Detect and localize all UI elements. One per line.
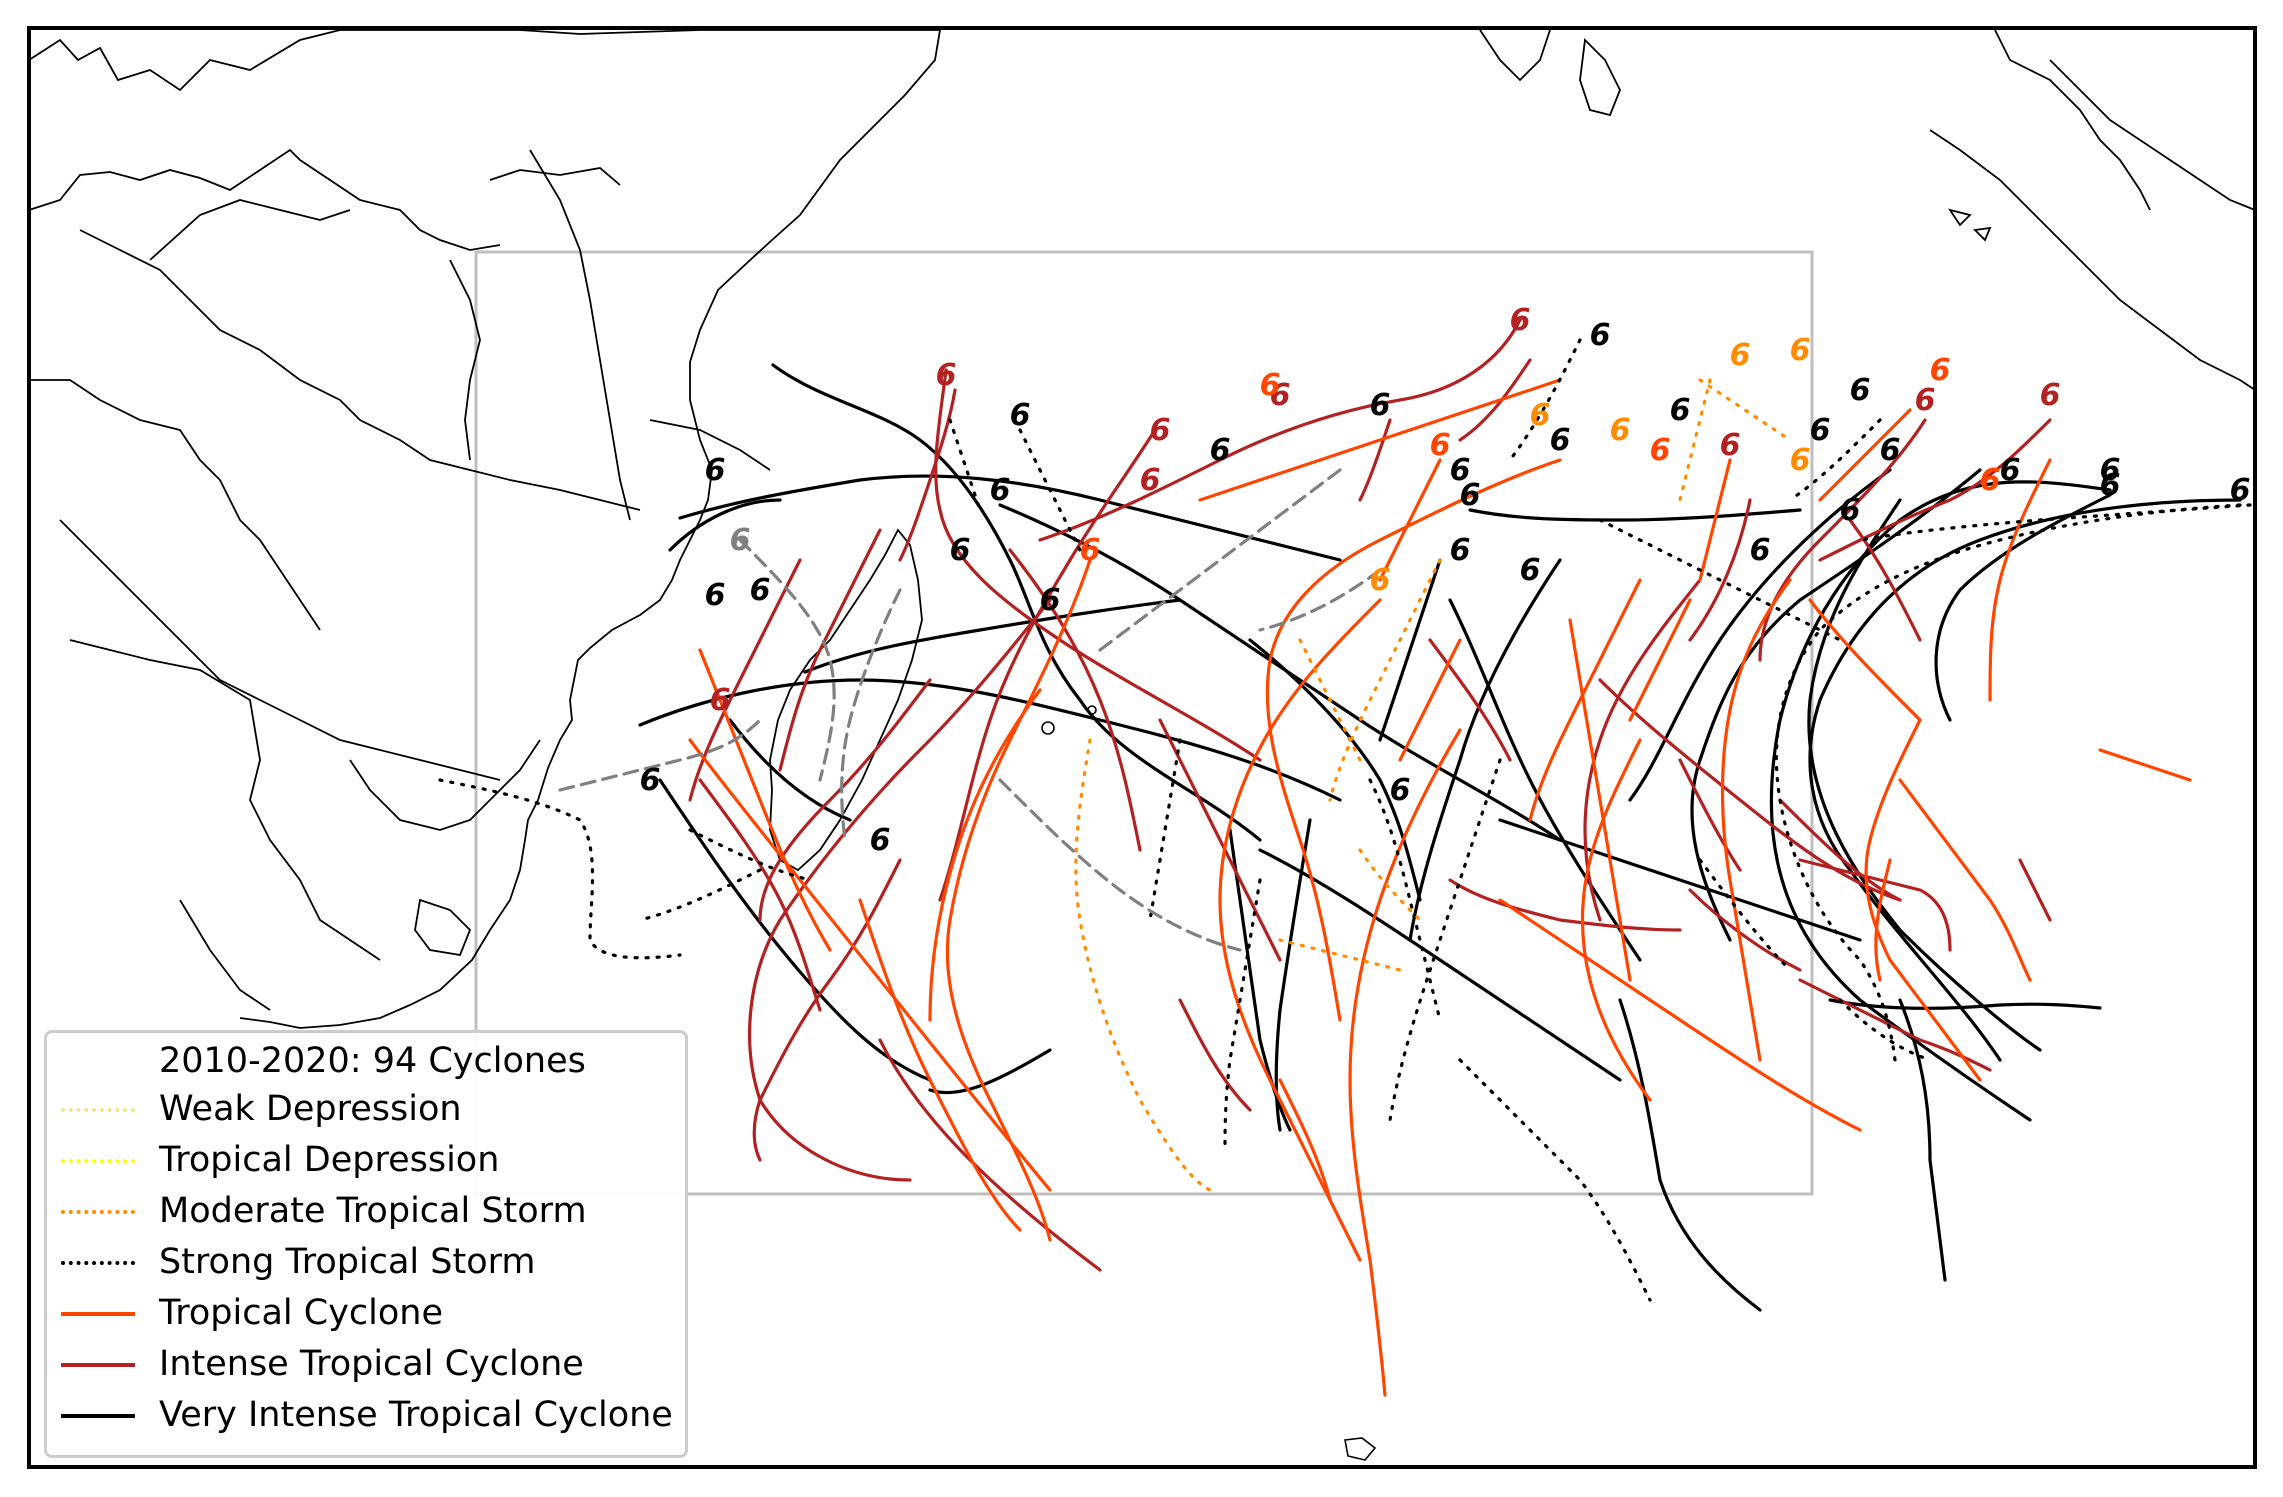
basin-box — [474, 250, 1814, 1196]
cyclone-symbol-icon: 6 — [2100, 468, 2121, 503]
legend-label: Intense Tropical Cyclone — [159, 1344, 584, 1384]
cyclone-symbol-icon: 6 — [1520, 553, 1541, 588]
cyclone-symbol-icon: 6 — [1370, 388, 1391, 423]
cyclone-symbol-icon: 6 — [1510, 303, 1531, 338]
intense-tracks — [688, 318, 2052, 1272]
legend-item-strong-tropical-storm: Strong Tropical Storm — [47, 1239, 685, 1285]
cyclone-symbol-icon: 6 — [2230, 473, 2251, 508]
cyclone-tracks — [438, 318, 2252, 1397]
legend-swatch — [61, 1414, 135, 1418]
cyclone-symbol-icon: 6 — [1390, 773, 1411, 808]
cyclone-symbol-icon: 6 — [1530, 398, 1551, 433]
cyclone-symbol-icon: 6 — [1460, 478, 1481, 513]
legend-title: 2010-2020: 94 Cyclones — [159, 1041, 586, 1081]
cyclone-symbol-icon: 6 — [1370, 563, 1391, 598]
cyclone-symbol-icon: 6 — [1915, 383, 1936, 418]
legend-label: Tropical Cyclone — [159, 1293, 443, 1333]
legend-label: Tropical Depression — [159, 1140, 500, 1180]
cyclone-symbol-icon: 6 — [1140, 463, 1161, 498]
legend-item-tropical-depression: Tropical Depression — [47, 1137, 685, 1183]
legend-label: Weak Depression — [159, 1089, 462, 1129]
cyclone-symbol-icon: 6 — [1010, 398, 1031, 433]
cyclone-symbol-icon: 6 — [1670, 393, 1691, 428]
legend-swatch — [61, 1312, 135, 1316]
cyclone-symbol-icon: 6 — [1650, 433, 1671, 468]
cyclone-symbol-icon: 6 — [1450, 453, 1471, 488]
cyclone-symbol-icon: 6 — [1730, 338, 1751, 373]
tropical-cyclone-tracks — [688, 378, 2192, 1397]
legend-swatch — [61, 1210, 135, 1214]
legend-swatch — [61, 1108, 135, 1112]
cyclone-symbol-icon: 6 — [1450, 533, 1471, 568]
cyclone-symbol-icon: 6 — [1980, 463, 2001, 498]
cyclone-symbol-icon: 6 — [2100, 453, 2121, 488]
cyclone-symbol-icon: 6 — [1270, 378, 1291, 413]
legend-item-very-intense-tropical-cyclone: Very Intense Tropical Cyclone — [47, 1392, 685, 1438]
strong-tropical-storm-tracks — [438, 338, 2252, 1302]
cyclone-symbol-icon: 6 — [1590, 318, 1611, 353]
moderate-tropical-storm-tracks — [1074, 378, 1792, 1192]
cyclone-symbol-icon: 6 — [1260, 368, 1281, 403]
cyclone-symbol-icon: 6 — [1610, 413, 1631, 448]
legend-label: Very Intense Tropical Cyclone — [159, 1395, 673, 1435]
cyclone-symbol-icon: 6 — [936, 358, 957, 393]
legend-label: Strong Tropical Storm — [159, 1242, 536, 1282]
cyclone-symbol-icon: 6 — [1790, 443, 1811, 478]
cyclone-symbol-icon: 6 — [2000, 453, 2021, 488]
legend-label: Moderate Tropical Storm — [159, 1191, 587, 1231]
cyclone-symbol-icon: 6 — [710, 683, 731, 718]
legend-item-intense-tropical-cyclone: Intense Tropical Cyclone — [47, 1341, 685, 1387]
legend-item-tropical-cyclone: Tropical Cyclone — [47, 1290, 685, 1336]
cyclone-symbol-icon: 6 — [1430, 428, 1451, 463]
africa-coastline — [28, 29, 942, 1029]
cyclone-symbol-icon: 6 — [870, 823, 891, 858]
cyclone-symbol-icon: 6 — [1040, 583, 1061, 618]
subtropical-tracks — [558, 468, 1382, 952]
cyclone-symbol-icon: 6 — [750, 573, 771, 608]
cyclone-symbol-icon: 6 — [1080, 533, 1101, 568]
cyclone-symbol-icon: 6 — [1840, 493, 1861, 528]
cyclone-symbol-icon: 6 — [990, 473, 1011, 508]
cyclone-symbol-icon: 6 — [2040, 378, 2061, 413]
cyclone-symbol-icon: 6 — [1720, 428, 1741, 463]
legend-swatch — [61, 1261, 135, 1265]
legend-swatch — [61, 1159, 135, 1163]
legend-item-moderate-tropical-storm: Moderate Tropical Storm — [47, 1188, 685, 1234]
very-intense-tracks — [638, 363, 2242, 1312]
cyclone-symbol-icon: 6 — [950, 533, 971, 568]
cyclone-symbol-icon: 6 — [1150, 413, 1171, 448]
cyclone-symbol-icon: 6 — [640, 763, 661, 798]
cyclone-symbol-icon: 6 — [1790, 333, 1811, 368]
cyclone-symbol-icon: 6 — [705, 453, 726, 488]
cyclone-symbol-icon: 6 — [1210, 433, 1231, 468]
cyclone-symbol-icon: 6 — [1850, 373, 1871, 408]
cyclone-symbol-icon: 6 — [1750, 533, 1771, 568]
cyclone-symbol-icon: 6 — [1880, 433, 1901, 468]
cyclone-symbol-icon: 6 — [1550, 423, 1571, 458]
legend-swatch — [61, 1363, 135, 1367]
cyclone-symbol-icon: 6 — [705, 578, 726, 613]
cyclone-symbol-icon: 6 — [1930, 353, 1951, 388]
legend: 2010-2020: 94 Cyclones Weak Depression T… — [44, 1030, 688, 1458]
legend-item-weak-depression: Weak Depression — [47, 1086, 685, 1132]
asia-coastline — [1479, 29, 2256, 391]
cyclone-symbol-icon: 6 — [1810, 413, 1831, 448]
cyclone-symbol-icon: 6 — [730, 523, 751, 558]
